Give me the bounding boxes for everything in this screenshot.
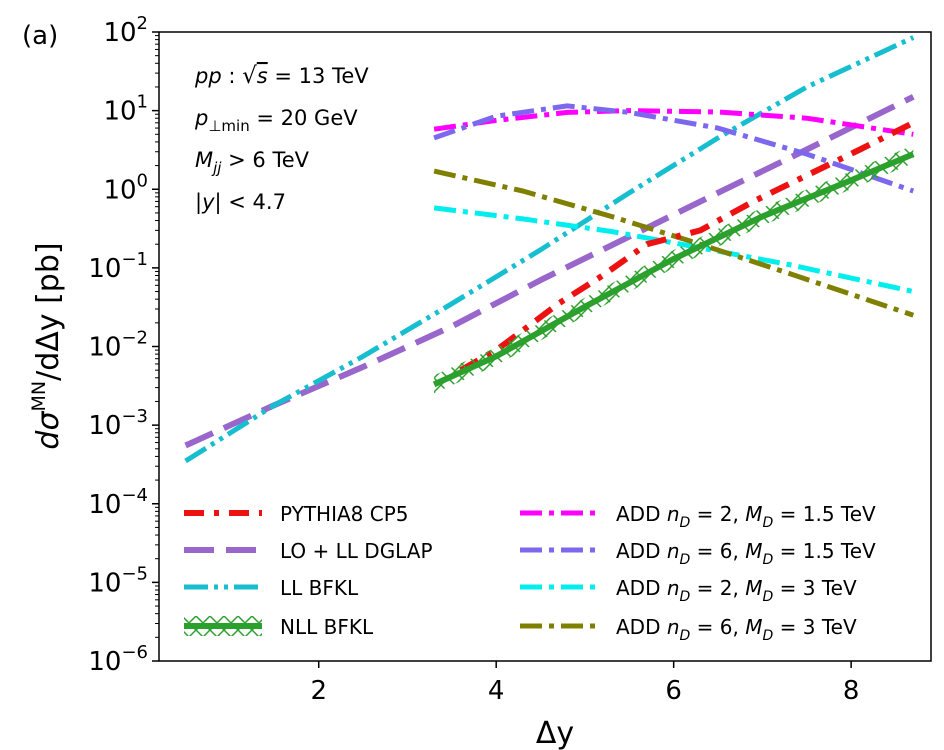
legend-entry-add-nd-6-md-3-tev: ADD nD = 6, MD = 3 TeV — [520, 615, 857, 644]
y-tick-label: 100 — [103, 170, 148, 205]
series-nll-bfkl-band — [434, 145, 914, 394]
legend: PYTHIA8 CP5 LO + LL DGLAP LL BFKL NLL BFKL A… — [184, 502, 876, 644]
series-ll-bfkl-line — [184, 35, 915, 464]
legend-entry-lo-ll-dglap-label: LO + LL DGLAP — [280, 539, 433, 563]
info-annotations: pp : √s = 13 TeV p⊥min = 20 GeV Mjj > 6 … — [194, 63, 369, 215]
legend-entry-pythia8-cp5-label: PYTHIA8 CP5 — [280, 502, 409, 526]
x-axis-label: Δy — [536, 716, 574, 750]
y-axis-label-suffix: /dΔy [pb] — [31, 242, 66, 380]
y-tick-label: 10−1 — [88, 249, 148, 284]
annotation-ptmin: p⊥min = 20 GeV — [194, 106, 358, 135]
legend-entry-add-nd-2-md-1-5-tev-label: ADD nD = 2, MD = 1.5 TeV — [616, 502, 876, 531]
series-nll-bfkl-line — [432, 151, 915, 388]
x-tick-label: 6 — [665, 676, 682, 706]
legend-entry-lo-ll-dglap: LO + LL DGLAP — [184, 539, 433, 563]
x-tick-label: 2 — [310, 676, 327, 706]
y-tick-label: 102 — [103, 13, 148, 48]
y-axis-label-sup: MN — [28, 381, 50, 412]
y-tick-label: 10−2 — [88, 328, 148, 363]
y-axis-label-prefix: dσ — [31, 411, 66, 450]
y-tick-label: 101 — [103, 92, 148, 127]
x-tick-label: 4 — [488, 676, 505, 706]
series-pythia8-cp5-line — [459, 120, 915, 373]
legend-entry-add-nd-2-md-3-tev: ADD nD = 2, MD = 3 TeV — [520, 576, 857, 605]
legend-entry-nll-bfkl-label: NLL BFKL — [280, 615, 374, 639]
y-axis-label: dσMN/dΔy [pb] — [28, 242, 66, 449]
legend-entry-pythia8-cp5: PYTHIA8 CP5 — [184, 502, 409, 526]
legend-entry-add-nd-6-md-1-5-tev-label: ADD nD = 6, MD = 1.5 TeV — [616, 539, 876, 568]
panel-label: (a) — [22, 21, 58, 51]
legend-entry-add-nd-2-md-1-5-tev: ADD nD = 2, MD = 1.5 TeV — [520, 502, 876, 531]
series-add-nd-2-md-3-tev-line — [433, 205, 914, 294]
svg-text:dσMN/dΔy [pb]: dσMN/dΔy [pb] — [28, 242, 66, 449]
legend-entry-add-nd-6-md-1-5-tev: ADD nD = 6, MD = 1.5 TeV — [520, 539, 876, 568]
annotation-mjj: Mjj > 6 TeV — [195, 148, 310, 177]
y-tick-label: 10−4 — [88, 485, 148, 520]
legend-entry-nll-bfkl: NLL BFKL — [184, 615, 374, 639]
legend-entry-ll-bfkl: LL BFKL — [184, 576, 359, 600]
y-tick-label: 10−6 — [88, 642, 148, 677]
legend-entry-add-nd-6-md-3-tev-label: ADD nD = 6, MD = 3 TeV — [616, 615, 857, 644]
series-lo-ll-dglap-line — [184, 94, 915, 449]
annotation-rapidity: |y| < 4.7 — [195, 190, 286, 215]
ticks-layer: 2 4 6 8 102 101 100 10−1 10−2 10−3 10−4 10−5 10−6 — [88, 13, 859, 706]
legend-entry-ll-bfkl-label: LL BFKL — [280, 576, 359, 600]
x-tick-label: 8 — [843, 676, 860, 706]
annotation-energy: pp : √s = 13 TeV — [194, 63, 369, 89]
y-tick-label: 10−5 — [88, 563, 148, 598]
series-add-nd-2-md-1-5-tev-line — [433, 108, 914, 137]
y-tick-label: 10−3 — [88, 406, 148, 441]
series-add-nd-6-md-1-5-tev-line — [433, 103, 915, 194]
legend-entry-add-nd-2-md-3-tev-label: ADD nD = 2, MD = 3 TeV — [616, 576, 857, 605]
series-layer — [184, 35, 915, 464]
